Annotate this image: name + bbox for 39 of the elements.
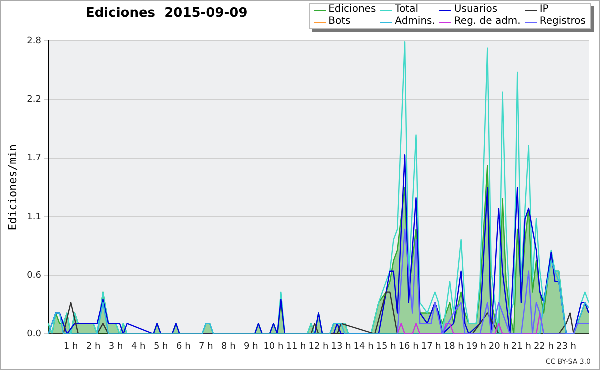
y-tick-label: 0.6 — [27, 270, 42, 281]
x-tick-label: 11 h — [286, 342, 306, 352]
x-tick-label: 7 h — [199, 342, 214, 352]
legend-label: IP — [540, 4, 549, 16]
x-tick-label: 17 h — [421, 342, 442, 352]
x-tick-label: 6 h — [176, 342, 191, 352]
legend-label: Reg. de adm. — [454, 16, 521, 28]
y-tick-label: 0.0 — [27, 330, 42, 340]
x-tick-label: 18 h — [444, 342, 464, 352]
x-tick-label: 21 h — [511, 342, 532, 352]
x-tick-label: 1 h — [64, 342, 78, 352]
legend-label: Admins. — [395, 16, 436, 28]
legend-label: Usuarios — [454, 4, 498, 16]
chart-title: Ediciones 2015-09-09 — [86, 6, 248, 21]
y-axis-title: Ediciones/min — [6, 144, 20, 231]
legend-label: Total — [395, 4, 419, 16]
legend-label: Ediciones — [328, 4, 376, 16]
x-tick-label: 22 h — [534, 342, 554, 352]
x-tick-label: 15 h — [376, 342, 396, 352]
x-tick-label: 12 h — [308, 342, 329, 352]
x-tick-label: 23 h — [556, 342, 576, 352]
x-tick-label: 2 h — [86, 342, 101, 352]
x-tick-label: 3 h — [108, 342, 124, 352]
x-tick-label: 14 h — [354, 342, 374, 352]
legend-label: Registros — [540, 16, 586, 28]
x-tick-label: 4 h — [131, 342, 146, 352]
y-tick-label: 1.1 — [27, 212, 42, 222]
x-tick-label: 10 h — [264, 342, 284, 352]
x-tick-label: 5 h — [154, 342, 168, 352]
x-tick-label: 9 h — [244, 342, 258, 352]
x-tick-label: 16 h — [398, 342, 419, 352]
x-tick-label: 19 h — [466, 342, 486, 352]
x-tick-label: 20 h — [488, 342, 509, 352]
x-tick-label: 8 h — [222, 342, 236, 352]
legend-label: Bots — [328, 16, 351, 28]
x-tick-label: 13 h — [331, 342, 352, 352]
y-tick-label: 1.7 — [27, 154, 42, 164]
y-tick-label: 2.8 — [27, 36, 42, 46]
y-tick-label: 2.2 — [27, 94, 42, 105]
